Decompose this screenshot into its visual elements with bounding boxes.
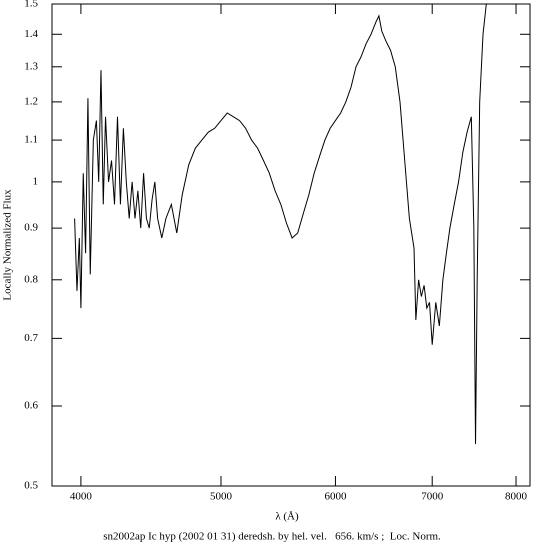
x-tick-label: 5000 (210, 491, 233, 503)
y-tick-label: 1.5 (24, 0, 38, 10)
x-axis-label: λ (Å) (275, 511, 299, 523)
y-tick-label: 0.7 (24, 332, 38, 344)
y-tick-label: 0.9 (24, 222, 38, 234)
y-tick-label: 1.1 (24, 134, 38, 146)
y-tick-label: 0.8 (24, 273, 38, 285)
x-tick-label: 4000 (70, 491, 93, 503)
y-tick-label: 1.2 (24, 95, 38, 107)
y-tick-label: 1.4 (24, 28, 38, 40)
y-tick-label: 1.3 (24, 60, 38, 72)
y-tick-label: 0.6 (24, 400, 38, 412)
y-axis-label: Locally Normalized Flux (2, 189, 14, 301)
footer: sn2002ap Ic hyp (2002 01 31) deredsh. by… (103, 531, 441, 543)
plot-frame (51, 3, 531, 487)
spectrum-line (74, 3, 487, 445)
y-tick-label: 0.5 (24, 480, 38, 492)
x-tick-label: 7000 (421, 491, 444, 503)
x-tick-label: 8000 (505, 491, 528, 503)
y-tick-label: 1 (33, 175, 39, 187)
x-tick-label: 6000 (324, 491, 347, 503)
